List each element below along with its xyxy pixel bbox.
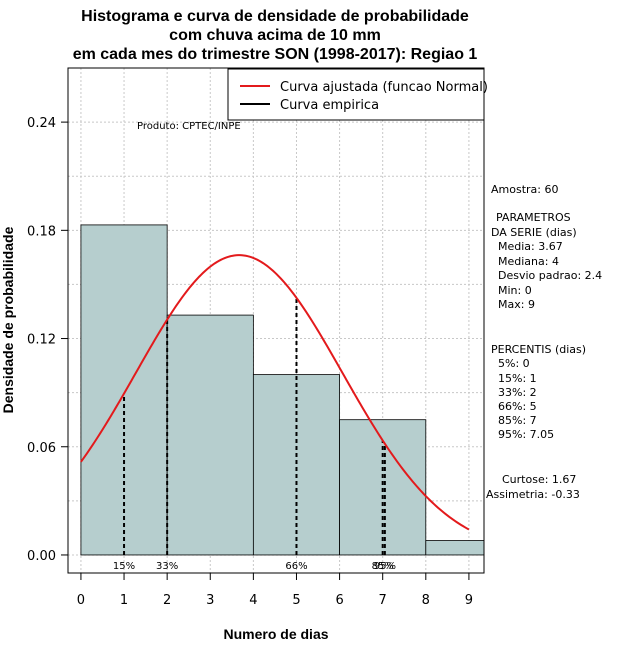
product-label: Produto: CPTEC/INPE: [137, 121, 241, 132]
percentile-label: 85%: [372, 561, 394, 572]
x-axis: 0 1 2 3 4 5 6 7 8 9: [77, 573, 473, 608]
percentil-95: 95%: 7.05: [498, 428, 554, 441]
percentil-5: 5%: 0: [498, 357, 530, 370]
sample-size: Amostra: 60: [491, 183, 558, 196]
plot-frame: [67, 67, 485, 574]
y-axis-label: Densidade de probabilidade: [0, 226, 16, 413]
y-tick-label: 0.18: [27, 224, 56, 239]
x-tick-label: 5: [292, 593, 300, 608]
histogram-bar: [166, 314, 254, 556]
y-tick-label: 0.00: [27, 549, 56, 564]
curtose: Curtose: 1.67: [502, 473, 576, 486]
x-tick-label: 4: [249, 593, 257, 608]
histogram-bars: [80, 224, 485, 556]
param-min: Min: 0: [498, 284, 532, 297]
legend-label-fit: Curva ajustada (funcao Normal): [280, 80, 488, 95]
histogram-bar: [425, 540, 485, 556]
assimetria: Assimetria: -0.33: [486, 488, 580, 501]
normal-fit-curve: [80, 254, 470, 531]
histogram-bar: [80, 224, 168, 556]
chart-title-line-3: em cada mes do trimestre SON (1998-2017)…: [73, 46, 478, 63]
legend: Curva ajustada (funcao Normal) Curva emp…: [227, 68, 488, 121]
param-max: Max: 9: [498, 298, 535, 311]
x-tick-label: 6: [335, 593, 343, 608]
legend-box: [227, 68, 485, 121]
percentis-title: PERCENTIS (dias): [491, 343, 586, 356]
percentil-66: 66%: 5: [498, 400, 537, 413]
x-tick-label: 9: [465, 593, 473, 608]
percentile-label: 95%: [374, 561, 396, 572]
y-tick-label: 0.24: [27, 116, 56, 131]
percentile-label: 33%: [156, 561, 178, 572]
percentil-85: 85%: 7: [498, 414, 537, 427]
y-tick-label: 0.12: [27, 333, 56, 348]
y-tick-label: 0.06: [27, 441, 56, 456]
percentil-33: 33%: 2: [498, 386, 537, 399]
param-desvio: Desvio padrao: 2.4: [498, 269, 602, 282]
percentile-lines: 15% 33% 66% 85%95%: [113, 297, 396, 572]
percentile-label: 66%: [285, 561, 307, 572]
params-title-1: PARAMETROS: [496, 211, 571, 224]
param-media: Media: 3.67: [498, 240, 563, 253]
y-axis: 0.00 0.06 0.12 0.18 0.24: [27, 116, 68, 564]
x-tick-label: 3: [206, 593, 214, 608]
x-tick-label: 7: [379, 593, 387, 608]
chart-title-line-1: Histograma e curva de densidade de proba…: [81, 8, 469, 25]
percentile-label: 15%: [113, 561, 135, 572]
histogram-bar: [252, 374, 340, 556]
x-tick-label: 8: [422, 593, 430, 608]
side-panel: Amostra: 60 PARAMETROS DA SERIE (dias) M…: [486, 183, 602, 501]
x-tick-label: 1: [120, 593, 128, 608]
params-title-2: DA SERIE (dias): [491, 226, 577, 239]
chart-title-line-2: com chuva acima de 10 mm: [169, 27, 381, 44]
x-tick-label: 2: [163, 593, 171, 608]
x-axis-label: Numero de dias: [223, 626, 328, 642]
legend-label-empirical: Curva empirica: [280, 98, 379, 113]
percentil-15: 15%: 1: [498, 372, 537, 385]
x-tick-label: 0: [77, 593, 85, 608]
param-mediana: Mediana: 4: [498, 255, 559, 268]
